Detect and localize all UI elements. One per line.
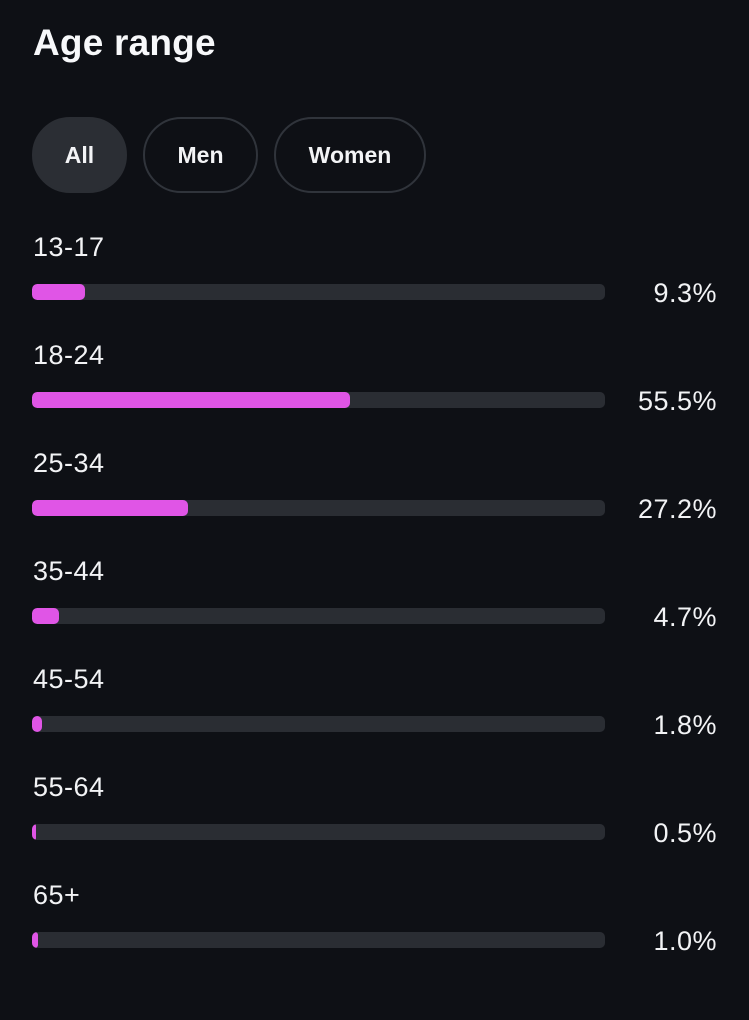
age-range-bar-fill bbox=[32, 500, 188, 516]
age-range-row: 45-54 1.8% bbox=[0, 659, 749, 767]
age-range-row: 25-34 27.2% bbox=[0, 443, 749, 551]
age-range-list: 13-17 9.3% 18-24 55.5% 25-34 27.2% 35-44… bbox=[0, 227, 749, 983]
age-range-bar-fill bbox=[32, 932, 38, 948]
age-range-label: 55-64 bbox=[33, 772, 105, 802]
age-range-percentage: 4.7% bbox=[653, 602, 717, 632]
age-range-bar-fill bbox=[32, 824, 36, 840]
age-range-row: 18-24 55.5% bbox=[0, 335, 749, 443]
age-range-percentage: 27.2% bbox=[637, 494, 717, 524]
age-range-bar-track bbox=[32, 932, 605, 948]
age-range-bar-track bbox=[32, 500, 605, 516]
age-range-bar-track bbox=[32, 716, 605, 732]
age-range-bar-track bbox=[32, 608, 605, 624]
age-range-label: 18-24 bbox=[33, 340, 105, 370]
age-range-label: 45-54 bbox=[33, 664, 105, 694]
age-range-bar-track bbox=[32, 392, 605, 408]
age-range-bar-fill bbox=[32, 392, 350, 408]
filter-women-button[interactable]: Women bbox=[274, 117, 426, 193]
filter-all-button[interactable]: All bbox=[32, 117, 127, 193]
age-range-percentage: 0.5% bbox=[653, 818, 717, 848]
age-range-bar-fill bbox=[32, 608, 59, 624]
age-range-percentage: 55.5% bbox=[637, 386, 717, 416]
age-range-row: 35-44 4.7% bbox=[0, 551, 749, 659]
age-range-bar-track bbox=[32, 284, 605, 300]
age-range-bar-fill bbox=[32, 284, 85, 300]
page-title: Age range bbox=[33, 22, 216, 63]
age-range-label: 65+ bbox=[33, 880, 81, 910]
age-range-bar-fill bbox=[32, 716, 42, 732]
age-range-percentage: 1.0% bbox=[653, 926, 717, 956]
age-range-percentage: 9.3% bbox=[653, 278, 717, 308]
age-range-percentage: 1.8% bbox=[653, 710, 717, 740]
age-range-label: 25-34 bbox=[33, 448, 105, 478]
age-range-row: 13-17 9.3% bbox=[0, 227, 749, 335]
filter-men-button[interactable]: Men bbox=[143, 117, 258, 193]
age-range-label: 35-44 bbox=[33, 556, 105, 586]
age-range-row: 55-64 0.5% bbox=[0, 767, 749, 875]
age-range-row: 65+ 1.0% bbox=[0, 875, 749, 983]
age-range-bar-track bbox=[32, 824, 605, 840]
gender-filter-group: All Men Women bbox=[32, 117, 426, 193]
age-range-label: 13-17 bbox=[33, 232, 105, 262]
